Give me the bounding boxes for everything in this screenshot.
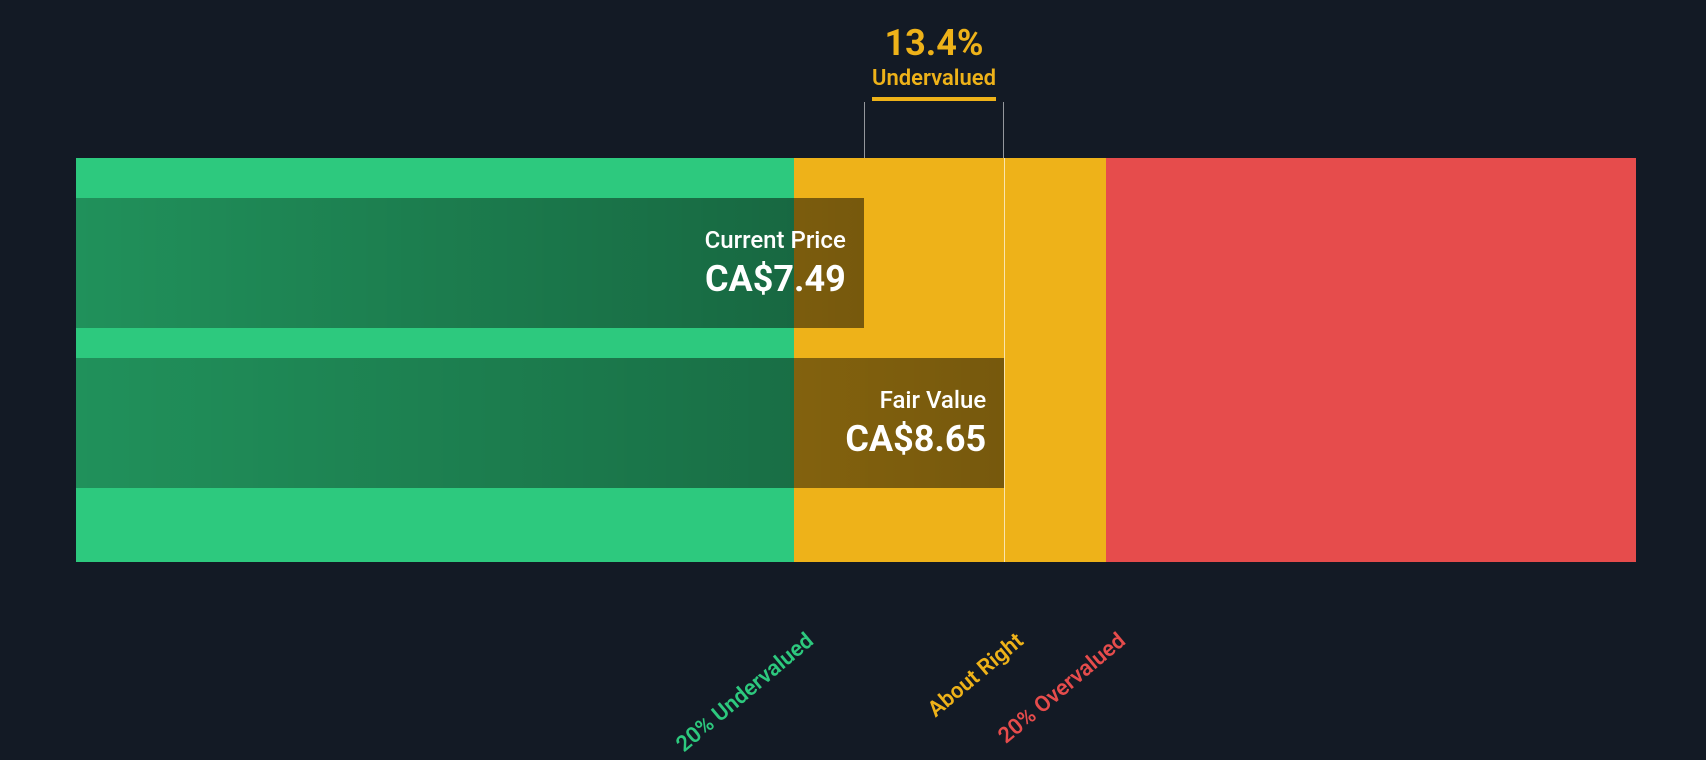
fair-value-line [1004,158,1005,562]
zone-overvalued [1106,158,1636,562]
valuation-status: Undervalued [872,66,996,91]
valuation-chart: Current Price CA$7.49 Fair Value CA$8.65… [76,0,1636,760]
fair-value-value: CA$8.65 [845,418,986,460]
current-price-label: Current Price [705,226,846,254]
callout-underline [872,97,996,101]
valuation-callout: 13.4% Undervalued [872,22,996,101]
fair-value-bar: Fair Value CA$8.65 [76,358,1004,488]
fair-value-label: Fair Value [845,386,986,414]
current-price-bar: Current Price CA$7.49 [76,198,864,328]
valuation-percent: 13.4% [872,22,996,64]
current-price-value: CA$7.49 [705,258,846,300]
axis-label-undervalued: 20% Undervalued [660,612,822,757]
valuation-bracket [864,102,1004,158]
